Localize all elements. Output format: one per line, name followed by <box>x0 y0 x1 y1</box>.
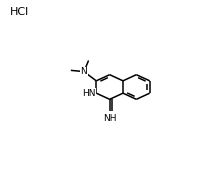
Text: NH: NH <box>103 114 116 123</box>
Text: HCl: HCl <box>10 7 29 17</box>
Text: N: N <box>81 67 87 76</box>
Text: HN: HN <box>82 89 96 98</box>
